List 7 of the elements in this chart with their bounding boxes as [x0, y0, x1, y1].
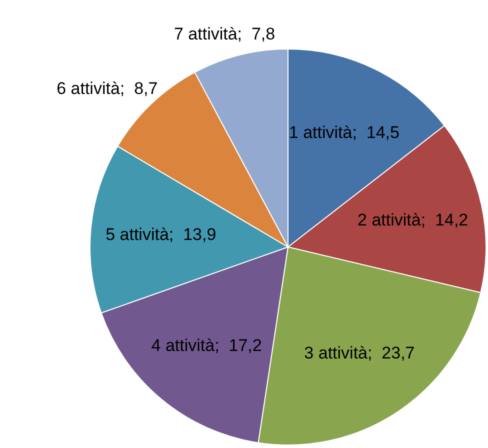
slice-label: 3 attività; 23,7: [304, 343, 415, 362]
slice-label: 1 attività; 14,5: [288, 122, 400, 142]
slice-label: 5 attività; 13,9: [106, 225, 216, 244]
slice-label: 2 attività; 14,2: [358, 210, 468, 230]
slice-label: 4 attività; 17,2: [151, 336, 262, 355]
slice-label: 7 attività; 7,8: [174, 24, 276, 44]
slice-label: 6 attività; 8,7: [56, 78, 158, 98]
